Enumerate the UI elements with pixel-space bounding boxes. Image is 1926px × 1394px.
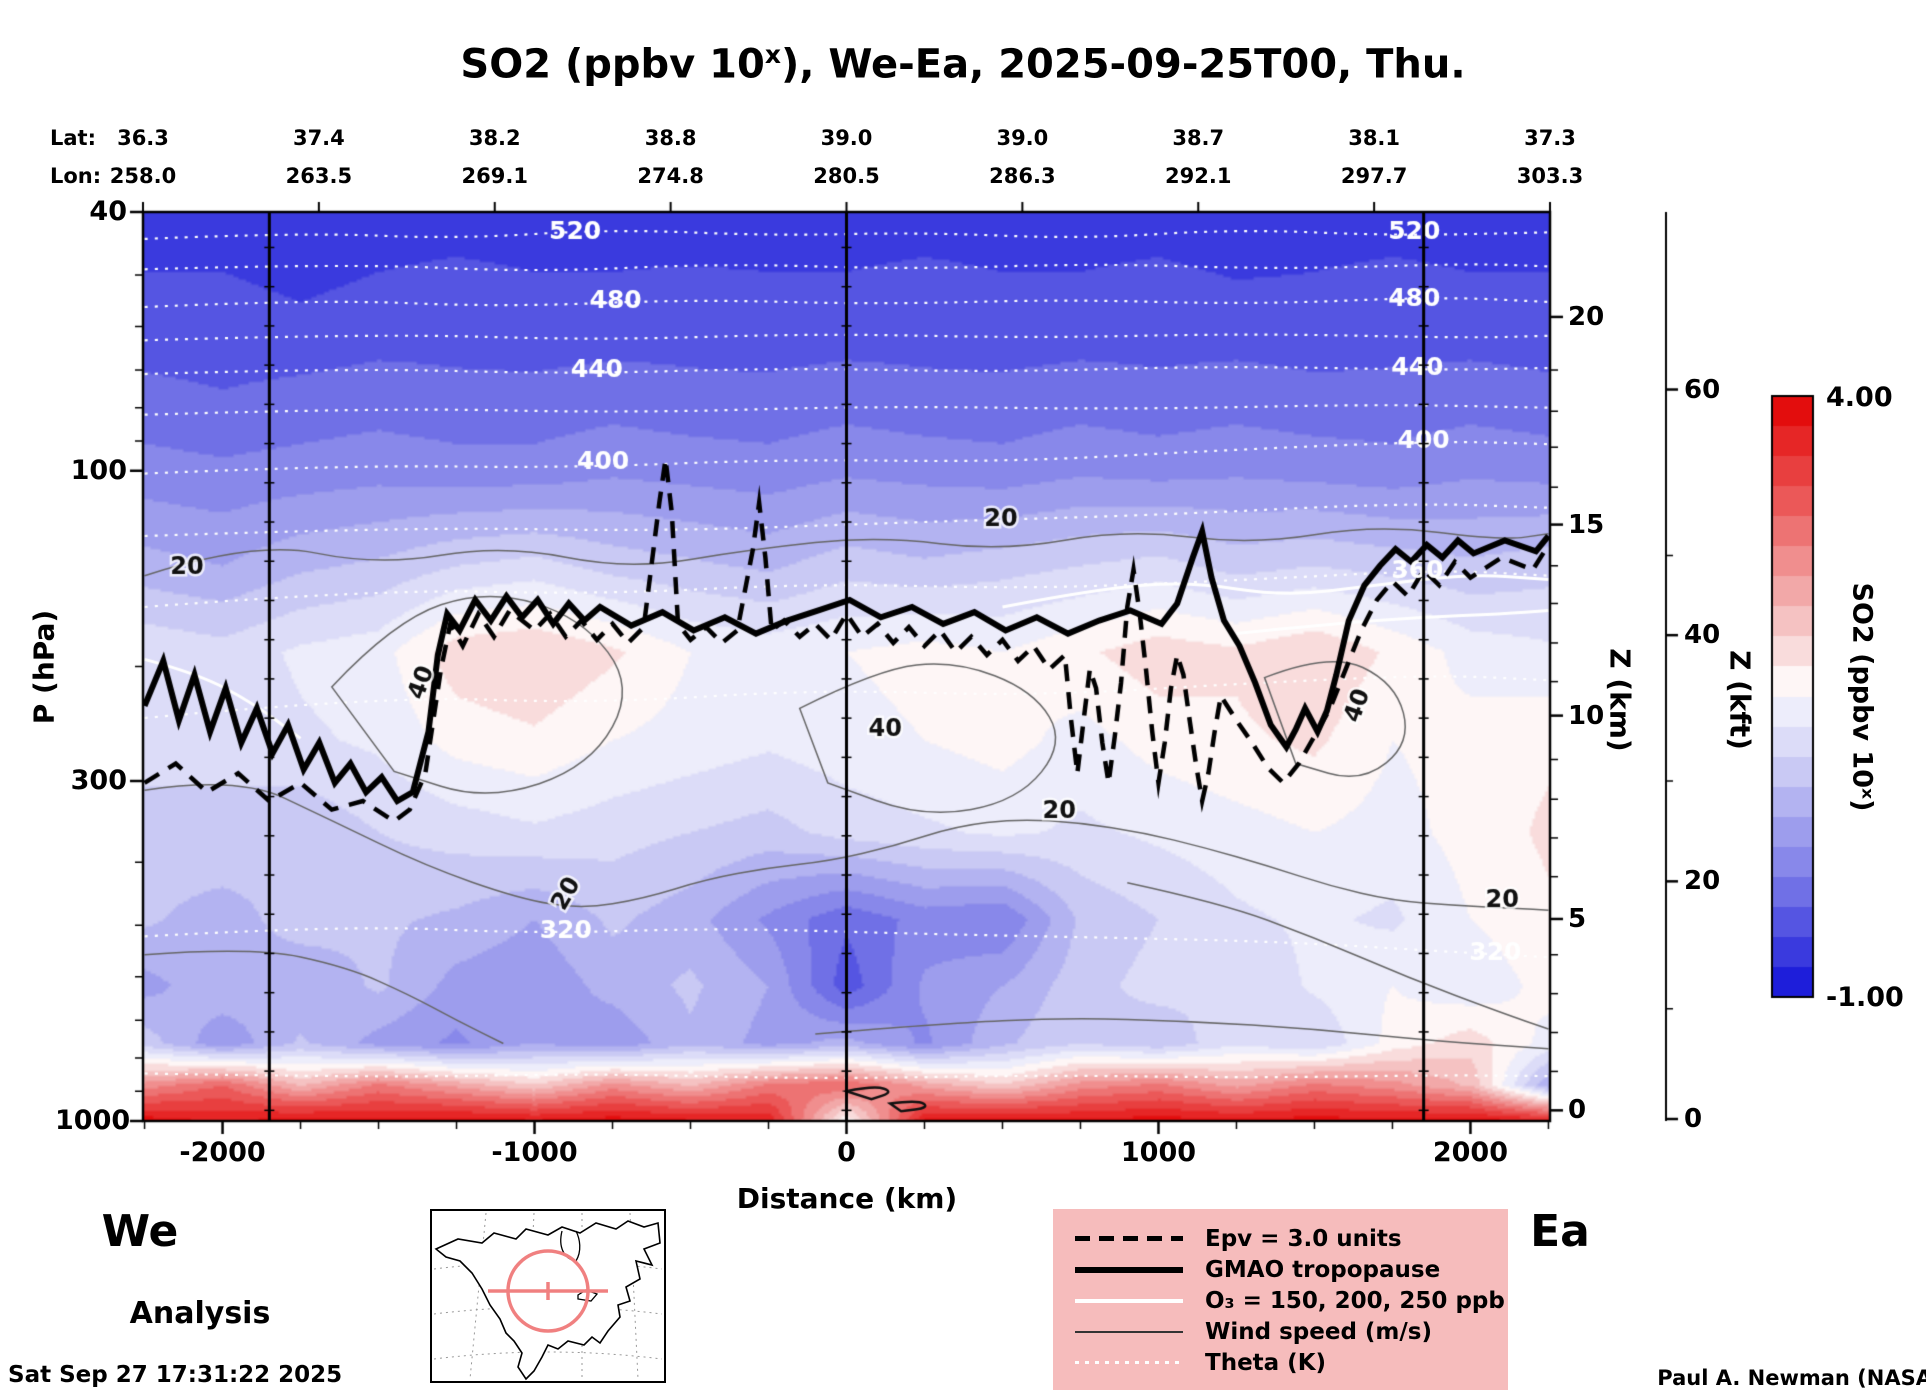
lon-value-0: 258.0 bbox=[109, 164, 177, 188]
colorbar-min-label: -1.00 bbox=[1826, 982, 1904, 1013]
legend-line-sample-dashed-black bbox=[1075, 1236, 1183, 1241]
transect-marker bbox=[488, 1249, 608, 1333]
legend-item-label: Wind speed (m/s) bbox=[1205, 1318, 1433, 1345]
lat-value-8: 37.3 bbox=[1524, 126, 1576, 150]
lon-value-8: 303.3 bbox=[1516, 164, 1584, 188]
legend-item-label: Theta (K) bbox=[1205, 1349, 1327, 1376]
lat-value-4: 39.0 bbox=[820, 126, 873, 150]
zkm-tick-20: 20 bbox=[1568, 301, 1605, 332]
location-map-inset bbox=[430, 1209, 666, 1383]
lat-value-7: 38.1 bbox=[1348, 126, 1401, 150]
zkft-tick-40: 40 bbox=[1684, 620, 1721, 651]
distance-tick-1000: 1000 bbox=[1120, 1137, 1197, 1168]
colorbar-axis-label: SO2 (ppbv 10ˣ) bbox=[1846, 582, 1878, 812]
legend-line-sample-solid-white bbox=[1075, 1298, 1183, 1303]
legend-item-2: O₃ = 150, 200, 250 ppb bbox=[1053, 1285, 1508, 1316]
pressure-tick-1000: 1000 bbox=[55, 1105, 131, 1136]
distance-tick--2000: -2000 bbox=[179, 1137, 266, 1168]
distance-tick-0: 0 bbox=[837, 1137, 856, 1168]
distance-axis-label: Distance (km) bbox=[736, 1182, 958, 1215]
zkm-tick-0: 0 bbox=[1568, 1095, 1587, 1126]
legend-item-0: Epv = 3.0 units bbox=[1053, 1223, 1508, 1254]
lat-row-label: Lat: bbox=[50, 126, 96, 150]
title-superscript: x bbox=[764, 40, 781, 69]
pressure-tick-300: 300 bbox=[70, 765, 127, 796]
pressure-axis-label: P (hPa) bbox=[27, 609, 61, 725]
pressure-tick-40: 40 bbox=[89, 196, 127, 227]
legend-box: Epv = 3.0 units GMAO tropopause O₃ = 150, … bbox=[1053, 1209, 1508, 1390]
zkft-tick-0: 0 bbox=[1684, 1104, 1703, 1135]
zkft-tick-20: 20 bbox=[1684, 866, 1721, 897]
lat-value-6: 38.7 bbox=[1172, 126, 1225, 150]
legend-item-4: Theta (K) bbox=[1053, 1347, 1508, 1378]
lon-row-label: Lon: bbox=[50, 164, 102, 188]
lon-value-1: 263.5 bbox=[285, 164, 353, 188]
west-end-label: We bbox=[101, 1206, 179, 1257]
distance-tick-2000: 2000 bbox=[1432, 1137, 1509, 1168]
colorbar-max-label: 4.00 bbox=[1826, 382, 1893, 413]
lat-value-3: 38.8 bbox=[644, 126, 697, 150]
lat-value-1: 37.4 bbox=[292, 126, 345, 150]
title-prefix: SO2 (ppbv 10 bbox=[460, 41, 765, 88]
credit-footer: Paul A. Newman (NASA bbox=[1657, 1366, 1926, 1390]
page-title: SO2 (ppbv 10x), We-Ea, 2025-09-25T00, Th… bbox=[0, 40, 1926, 87]
legend-line-sample-solid-thick-black bbox=[1075, 1266, 1183, 1273]
zkm-tick-5: 5 bbox=[1568, 903, 1587, 934]
lat-value-2: 38.2 bbox=[468, 126, 521, 150]
distance-tick--1000: -1000 bbox=[491, 1137, 578, 1168]
legend-line-sample-dotted-white bbox=[1075, 1361, 1183, 1364]
east-end-label: Ea bbox=[1530, 1206, 1590, 1257]
legend-item-label: Epv = 3.0 units bbox=[1205, 1225, 1402, 1252]
legend-item-label: GMAO tropopause bbox=[1205, 1256, 1441, 1283]
zkft-axis-label: Z (kft) bbox=[1723, 650, 1757, 750]
legend-item-1: GMAO tropopause bbox=[1053, 1254, 1508, 1285]
zkm-tick-15: 15 bbox=[1568, 509, 1605, 540]
lon-value-2: 269.1 bbox=[461, 164, 528, 188]
analysis-label: Analysis bbox=[129, 1296, 271, 1331]
lat-value-0: 36.3 bbox=[117, 126, 169, 150]
timestamp-footer: Sat Sep 27 17:31:22 2025 bbox=[8, 1362, 343, 1388]
lon-value-3: 274.8 bbox=[637, 164, 704, 188]
title-suffix: ), We-Ea, 2025-09-25T00, Thu. bbox=[780, 41, 1466, 88]
legend-line-sample-thin-black bbox=[1075, 1330, 1183, 1333]
lon-value-4: 280.5 bbox=[813, 164, 880, 188]
zkft-tick-60: 60 bbox=[1684, 374, 1721, 405]
zkm-tick-10: 10 bbox=[1568, 700, 1605, 731]
legend-item-label: O₃ = 150, 200, 250 ppb bbox=[1205, 1287, 1505, 1314]
lon-value-6: 292.1 bbox=[1165, 164, 1232, 188]
lon-value-5: 286.3 bbox=[989, 164, 1056, 188]
lon-value-7: 297.7 bbox=[1340, 164, 1408, 188]
pressure-tick-100: 100 bbox=[70, 454, 127, 486]
legend-item-3: Wind speed (m/s) bbox=[1053, 1316, 1508, 1347]
lat-value-5: 39.0 bbox=[996, 126, 1049, 150]
